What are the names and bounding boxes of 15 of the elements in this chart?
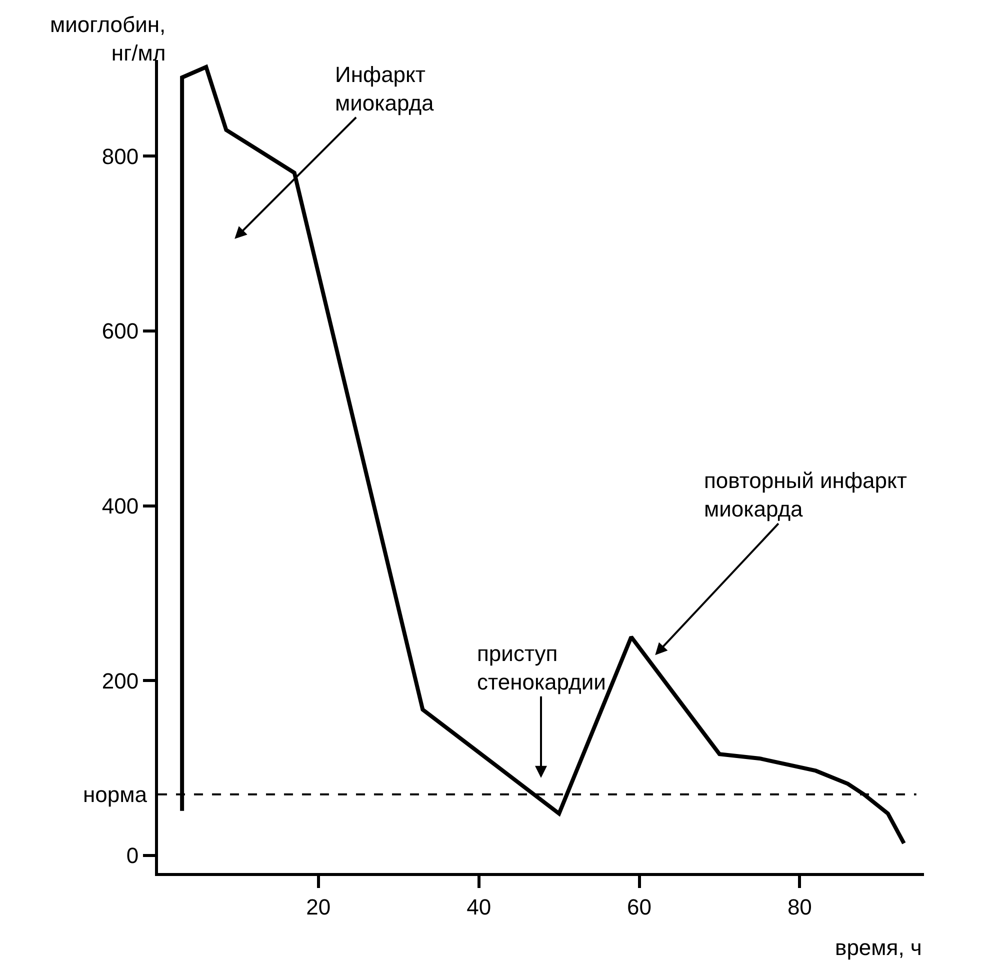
annotation: повторный инфаркт миокарда — [704, 468, 907, 522]
y-tick-label: 800 — [102, 144, 139, 169]
y-tick-label: 400 — [102, 494, 139, 519]
y-axis-title: миоглобин, нг/мл — [50, 12, 166, 66]
annotation: Инфаркт миокарда — [335, 62, 435, 116]
x-tick-label: 80 — [787, 894, 812, 920]
x-axis-title: время, ч — [835, 935, 922, 960]
ref-line-label: норма — [83, 782, 148, 807]
y-tick-label: 200 — [102, 668, 139, 694]
y-tick-label: 600 — [102, 318, 139, 344]
x-tick-label: 40 — [466, 894, 492, 920]
x-tick-label: 60 — [627, 894, 652, 920]
y-tick-label: 0 — [126, 843, 139, 868]
annotation: приступ стенокардии — [477, 641, 606, 695]
x-tick-label: 20 — [306, 894, 331, 920]
